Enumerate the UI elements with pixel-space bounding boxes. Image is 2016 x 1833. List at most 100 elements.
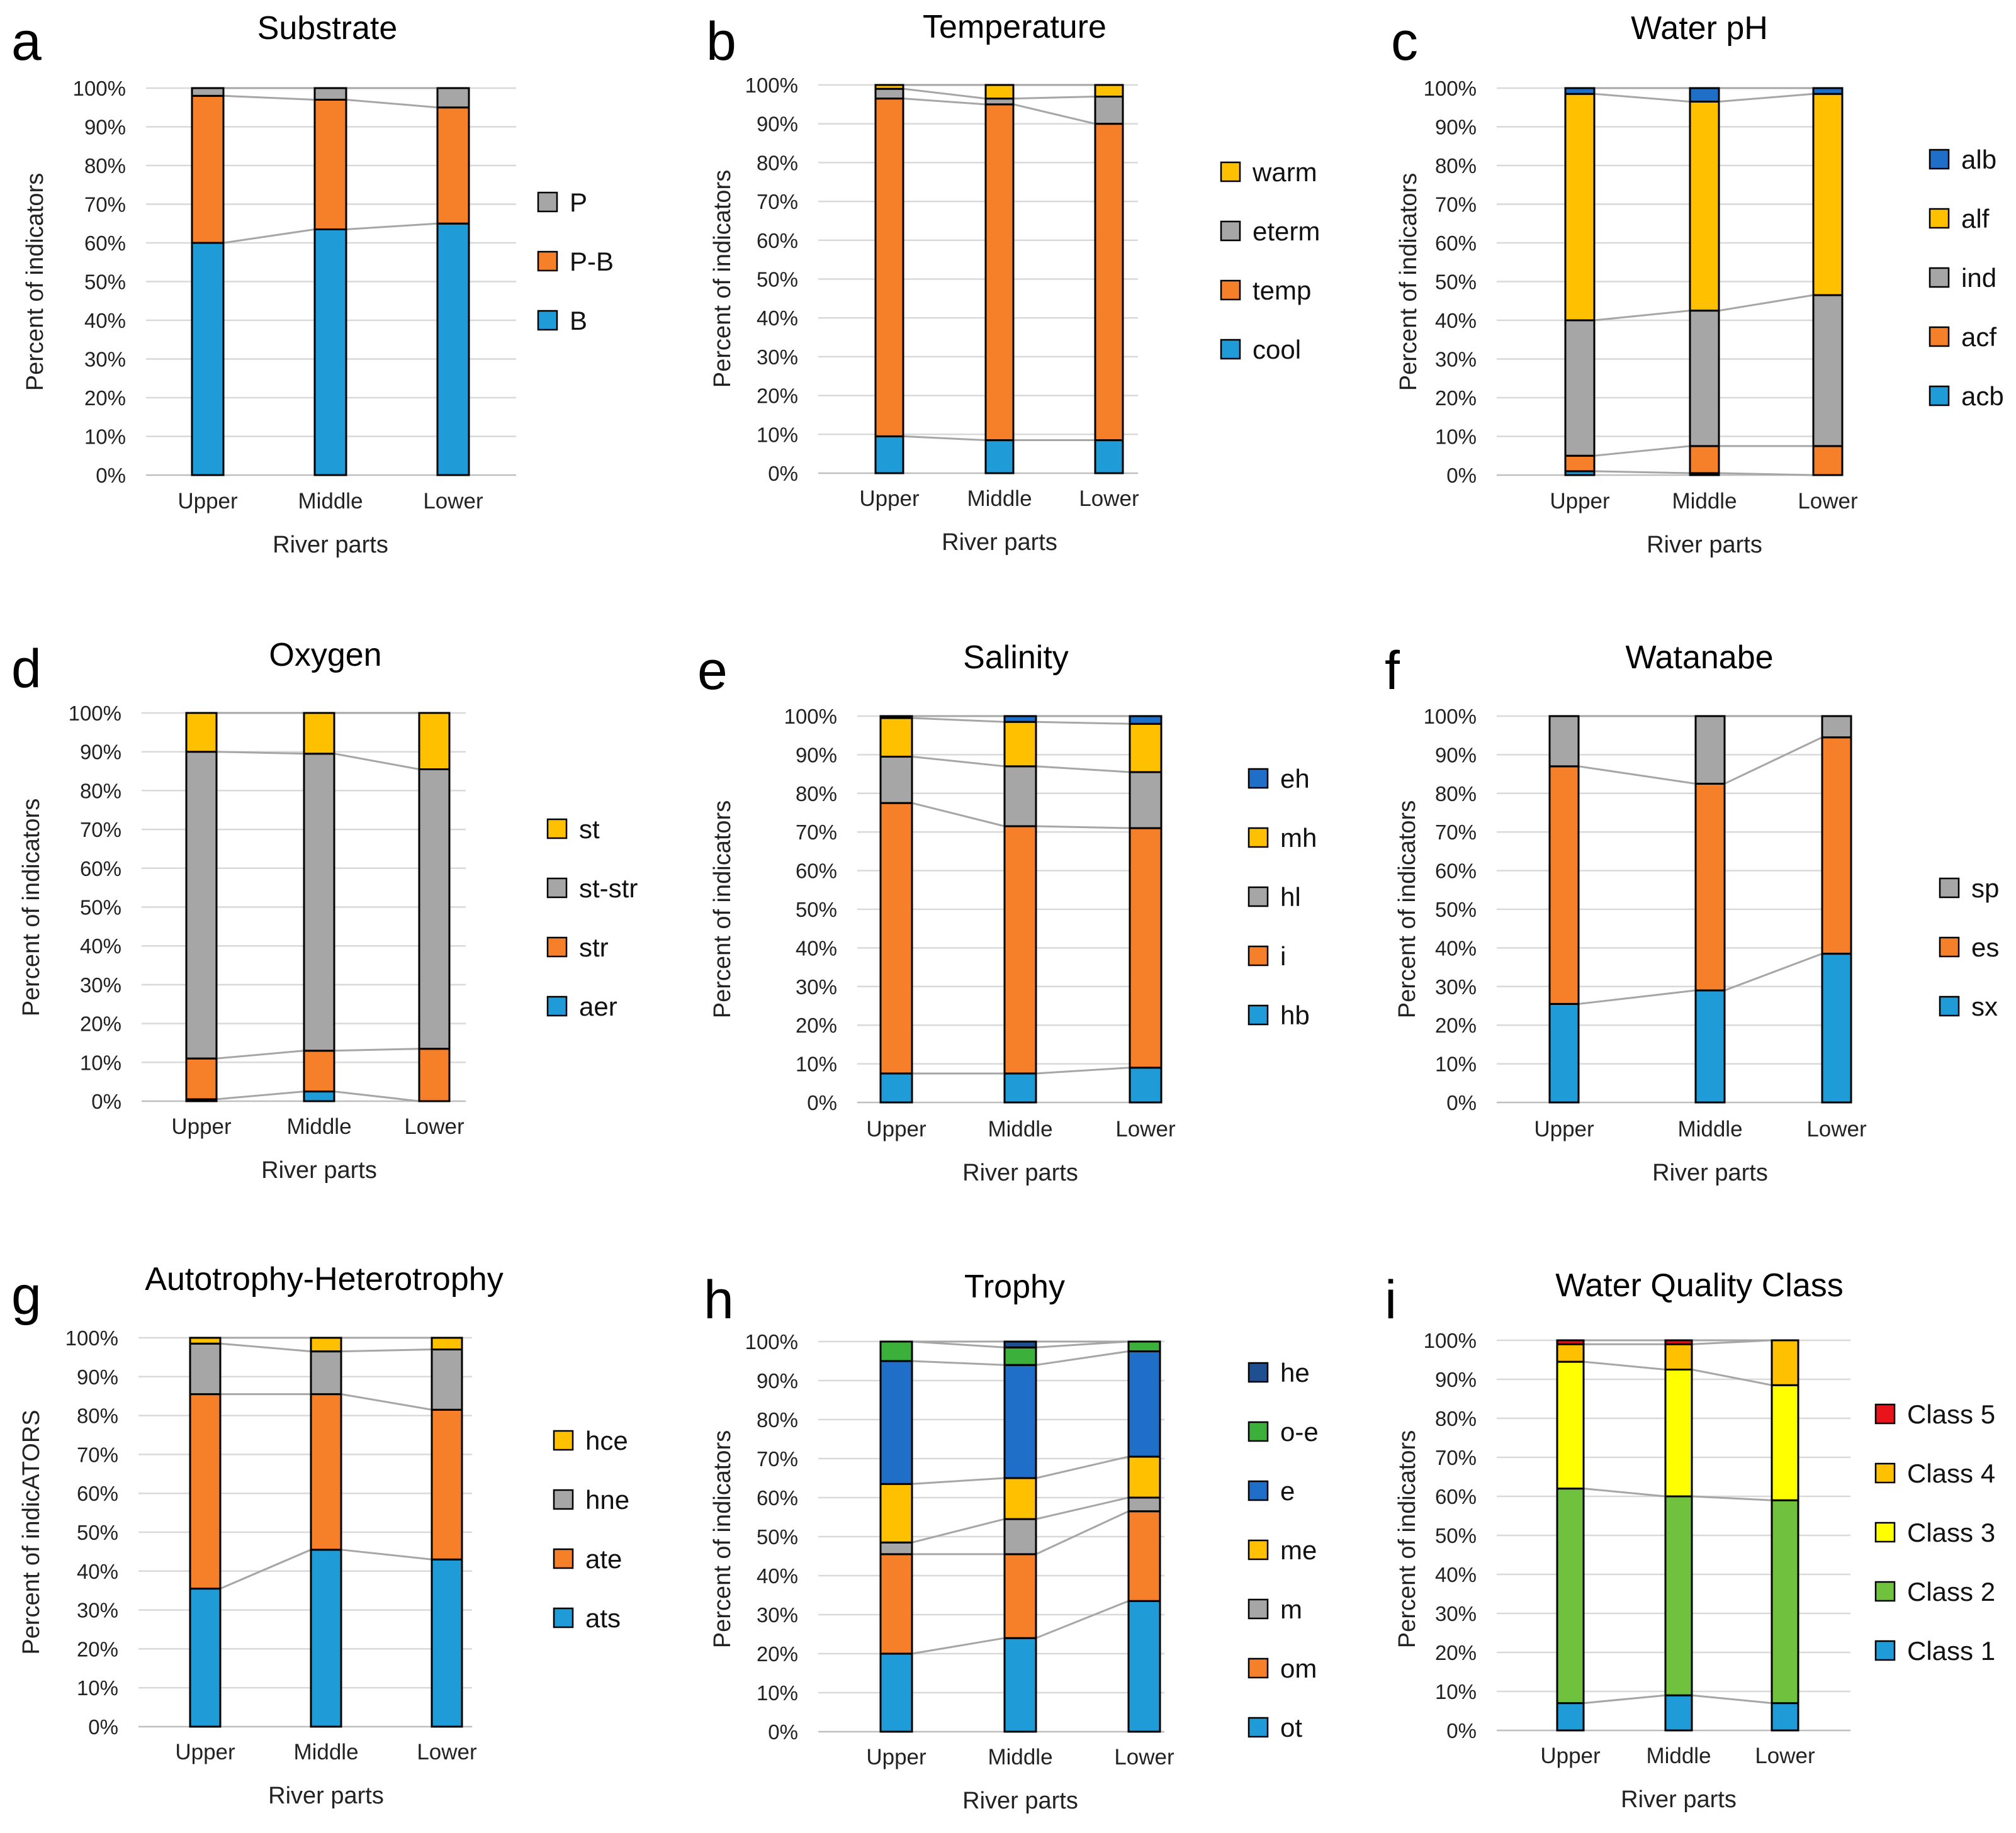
- y-tick-label: 30%: [1435, 348, 1477, 371]
- y-tick-label: 80%: [757, 151, 798, 174]
- bar-b-upper: [191, 242, 225, 476]
- bar-sp-middle: [1694, 715, 1726, 785]
- connector-line: [216, 751, 305, 755]
- legend-label: hb: [1280, 1001, 1310, 1030]
- legend-swatch: [1247, 1539, 1269, 1561]
- legend-swatch: [1929, 326, 1950, 347]
- connector-line: [1724, 736, 1823, 785]
- y-tick-label: 90%: [77, 1365, 118, 1389]
- bar-o-e-lower: [1127, 1340, 1161, 1352]
- connector-line: [1594, 470, 1691, 474]
- legend-swatch: [553, 1430, 574, 1451]
- legend-swatch: [1247, 1362, 1269, 1383]
- bar-class-1-lower: [1771, 1702, 1799, 1732]
- bar-class-4-middle: [1664, 1343, 1693, 1371]
- legend-swatch: [1247, 1004, 1269, 1026]
- bar-ind-upper: [1564, 319, 1596, 457]
- legend-swatch: [546, 936, 568, 958]
- legend-label: cool: [1253, 335, 1301, 364]
- y-axis-title: Percent of indicators: [22, 173, 48, 391]
- y-tick-label: 20%: [1435, 386, 1477, 410]
- legend-swatch: [1220, 339, 1241, 360]
- legend-label: sx: [1971, 992, 1998, 1021]
- bar-hl-lower: [1129, 771, 1163, 829]
- y-tick-label: 100%: [745, 74, 798, 97]
- y-axis-title: Percent of indicators: [1395, 173, 1422, 391]
- connector-line: [1035, 1600, 1129, 1639]
- x-tick-label: Upper: [175, 1740, 235, 1764]
- panel-letter: b: [706, 11, 736, 72]
- bar-b-lower: [436, 222, 470, 476]
- y-tick-label: 90%: [796, 743, 837, 766]
- connector-line: [1578, 989, 1696, 1005]
- x-tick-label: Lower: [404, 1114, 465, 1139]
- connector-line: [903, 87, 986, 100]
- bar-ot-lower: [1127, 1600, 1161, 1733]
- x-tick-label: Lower: [1114, 1745, 1174, 1769]
- y-tick-label: 80%: [84, 154, 126, 177]
- bar-i-lower: [1129, 827, 1163, 1069]
- legend-label: st: [579, 814, 600, 844]
- legend-label: hce: [585, 1426, 628, 1455]
- legend-label: om: [1280, 1654, 1317, 1683]
- legend-label: hne: [585, 1485, 629, 1515]
- series-connectors: [216, 712, 420, 1102]
- connector-line: [346, 222, 438, 230]
- bar-mh-middle: [1003, 720, 1037, 768]
- connector-line: [911, 1637, 1005, 1655]
- legend-label: aer: [579, 992, 617, 1021]
- bar-alf-upper: [1564, 92, 1596, 322]
- y-tick-label: 60%: [757, 229, 798, 252]
- bar-ats-upper: [189, 1588, 222, 1728]
- legend-label: o-e: [1280, 1417, 1319, 1447]
- bar-class-3-upper: [1556, 1360, 1585, 1490]
- y-tick-label: 30%: [1435, 975, 1477, 999]
- y-tick-label: 10%: [77, 1676, 118, 1700]
- bar-alb-upper: [1564, 87, 1596, 95]
- y-tick-label: 70%: [1435, 821, 1477, 844]
- bar-ats-lower: [431, 1558, 463, 1728]
- bar-b-middle: [313, 228, 347, 476]
- y-tick-label: 90%: [1435, 1368, 1477, 1391]
- legend-label: he: [1280, 1358, 1310, 1387]
- legend-swatch: [553, 1548, 574, 1569]
- legend: alb alf ind acf acb: [1929, 145, 2004, 411]
- bar-st-lower: [418, 712, 451, 770]
- y-tick-label: 50%: [84, 271, 126, 294]
- connector-line: [903, 98, 986, 106]
- legend-label: sp: [1971, 873, 1999, 903]
- x-tick-label: Lower: [1079, 486, 1139, 511]
- y-tick-label: 30%: [757, 345, 798, 369]
- connector-line: [911, 802, 1005, 827]
- legend-label: m: [1280, 1595, 1302, 1624]
- y-tick-label: 60%: [1435, 232, 1477, 255]
- x-axis-title: River parts: [962, 1160, 1078, 1186]
- x-axis-title: River parts: [273, 532, 388, 558]
- bar-class-5-upper: [1556, 1339, 1585, 1345]
- bar-warm-upper: [874, 84, 904, 90]
- series-connectors: [220, 1337, 432, 1589]
- y-axis-title: Percent of indicators: [709, 170, 736, 388]
- connector-line: [1035, 1350, 1129, 1366]
- y-tick-label: 90%: [1435, 116, 1477, 139]
- connector-line: [911, 1518, 1005, 1544]
- y-tick-label: 90%: [84, 116, 126, 139]
- bar-eh-middle: [1003, 715, 1037, 723]
- panel-letter: i: [1385, 1270, 1397, 1330]
- y-tick-label: 10%: [757, 1681, 798, 1705]
- y-tick-label: 0%: [1446, 1091, 1477, 1114]
- bar-ind-lower: [1812, 294, 1844, 447]
- bar-st-str-middle: [303, 753, 335, 1052]
- connector-line: [911, 755, 1005, 768]
- y-tick-label: 20%: [796, 1014, 837, 1037]
- legend-label: st-str: [579, 873, 638, 903]
- panel-letter: c: [1391, 11, 1418, 72]
- bar-cool-middle: [984, 439, 1015, 474]
- bar-hne-upper: [189, 1342, 222, 1396]
- panel-letter: g: [11, 1265, 42, 1326]
- x-tick-label: Upper: [177, 489, 238, 513]
- y-tick-label: 40%: [77, 1560, 118, 1583]
- legend-label: Class 5: [1907, 1399, 1995, 1429]
- bar-eh-lower: [1129, 715, 1163, 725]
- x-tick-label: Upper: [171, 1114, 232, 1139]
